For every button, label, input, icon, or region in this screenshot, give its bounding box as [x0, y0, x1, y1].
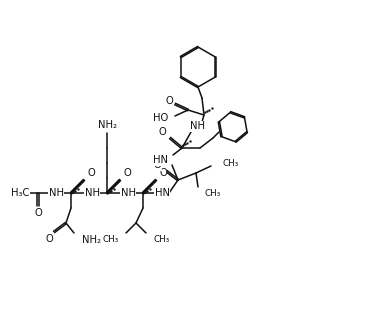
Text: HO: HO — [153, 113, 168, 123]
Text: HN: HN — [153, 155, 168, 165]
Text: O: O — [123, 168, 131, 178]
Text: CH₃: CH₃ — [222, 159, 238, 167]
Text: H: H — [161, 188, 169, 198]
Text: CH₃: CH₃ — [204, 188, 220, 197]
Text: O: O — [165, 96, 173, 106]
Text: O: O — [153, 160, 161, 170]
Text: NH: NH — [120, 188, 135, 198]
Text: O: O — [34, 208, 42, 218]
Text: NH₂: NH₂ — [82, 235, 101, 245]
Text: H₃C: H₃C — [11, 188, 29, 198]
Text: NH₂: NH₂ — [98, 120, 116, 130]
Text: NH: NH — [84, 188, 99, 198]
Text: CH₃: CH₃ — [103, 234, 119, 243]
Text: CH₃: CH₃ — [153, 234, 169, 243]
Text: NH: NH — [48, 188, 63, 198]
Text: O: O — [158, 127, 166, 137]
Text: O: O — [45, 234, 53, 244]
Text: HN: HN — [155, 188, 170, 198]
Text: O: O — [87, 168, 95, 178]
Text: NH: NH — [189, 121, 204, 131]
Text: O: O — [159, 168, 167, 178]
